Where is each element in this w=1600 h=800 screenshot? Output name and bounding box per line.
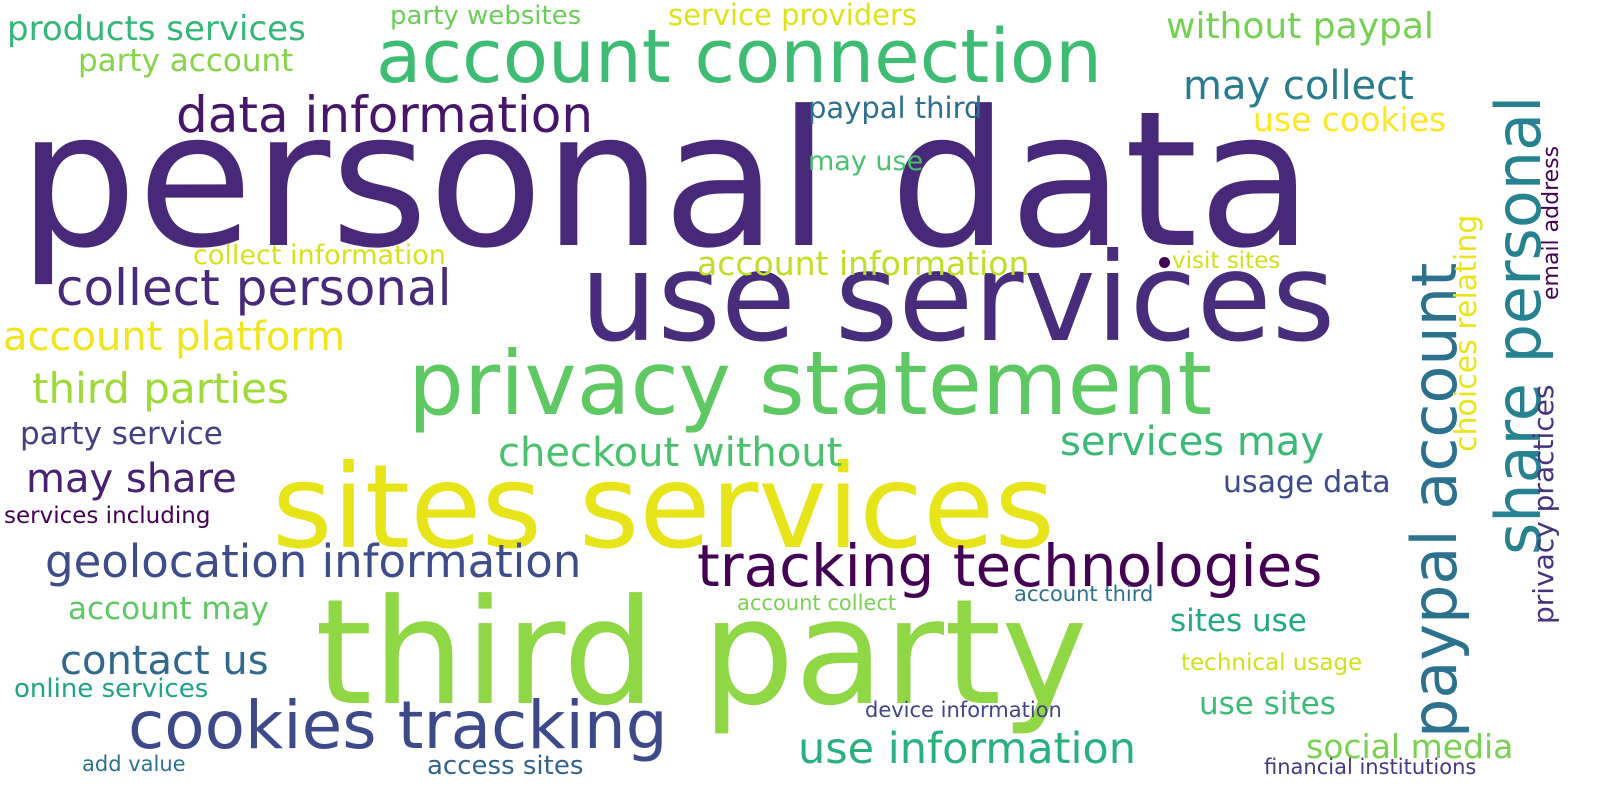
word-collect-personal: collect personal — [56, 259, 452, 317]
word-usage-data: usage data — [1223, 465, 1391, 500]
word-data-information: data information — [176, 86, 594, 144]
word-financial-institutions: financial institutions — [1264, 755, 1477, 779]
word-party-websites: party websites — [390, 1, 582, 31]
word-without-paypal: without paypal — [1166, 6, 1434, 47]
word-privacy-practices: privacy practices — [1527, 384, 1560, 624]
word-use-sites: use sites — [1199, 686, 1336, 722]
word-technical-usage: technical usage — [1181, 650, 1363, 676]
word-account-connection: account connection — [376, 14, 1103, 100]
word-personal-data: personal data — [18, 71, 1314, 290]
word-checkout-without: checkout without — [498, 430, 843, 476]
word-may-collect: may collect — [1183, 63, 1414, 109]
word-account-platform: account platform — [3, 314, 346, 360]
word-visit-sites: visit sites — [1172, 248, 1281, 274]
word-may-share: may share — [26, 456, 237, 502]
word-tracking-technologies: tracking technologies — [697, 532, 1323, 600]
word-email-address: email address — [1539, 145, 1564, 300]
word-sites-use: sites use — [1170, 603, 1307, 639]
word-paypal-third: paypal third — [808, 91, 983, 125]
word-account-third: account third — [1014, 582, 1154, 606]
word-collect-information: collect information — [193, 240, 446, 271]
word-online-services: online services — [14, 674, 209, 704]
word-add-value: add value — [82, 752, 186, 776]
word-account-information: account information — [697, 244, 1030, 283]
word-service-providers: service providers — [668, 0, 918, 32]
word-sites-services: sites services — [272, 440, 1055, 575]
word-products-services: products services — [7, 9, 306, 49]
word-party-service: party service — [20, 416, 223, 452]
word-use-information: use information — [798, 724, 1136, 774]
word-device-information: device information — [865, 698, 1062, 722]
word-social-media: social media — [1306, 727, 1514, 766]
word-account-collect: account collect — [737, 591, 897, 615]
dot-mark — [1159, 257, 1170, 268]
word-access-sites: access sites — [427, 751, 584, 781]
word-services-may: services may — [1060, 419, 1324, 465]
word-party-account: party account — [78, 43, 294, 79]
word-account-may: account may — [68, 591, 269, 627]
word-services-including: services including — [4, 503, 211, 529]
word-contact-us: contact us — [60, 638, 269, 684]
word-geolocation-information: geolocation information — [45, 535, 582, 588]
word-use-services: use services — [580, 227, 1336, 369]
word-third-party: third party — [315, 568, 1088, 738]
word-may-use: may use — [808, 146, 924, 177]
word-choices-relating: choices relating — [1449, 214, 1484, 452]
word-third-parties: third parties — [32, 364, 289, 413]
word-use-cookies: use cookies — [1253, 100, 1447, 139]
word-cookies-tracking: cookies tracking — [128, 687, 668, 764]
word-privacy-statement: privacy statement — [408, 332, 1212, 435]
